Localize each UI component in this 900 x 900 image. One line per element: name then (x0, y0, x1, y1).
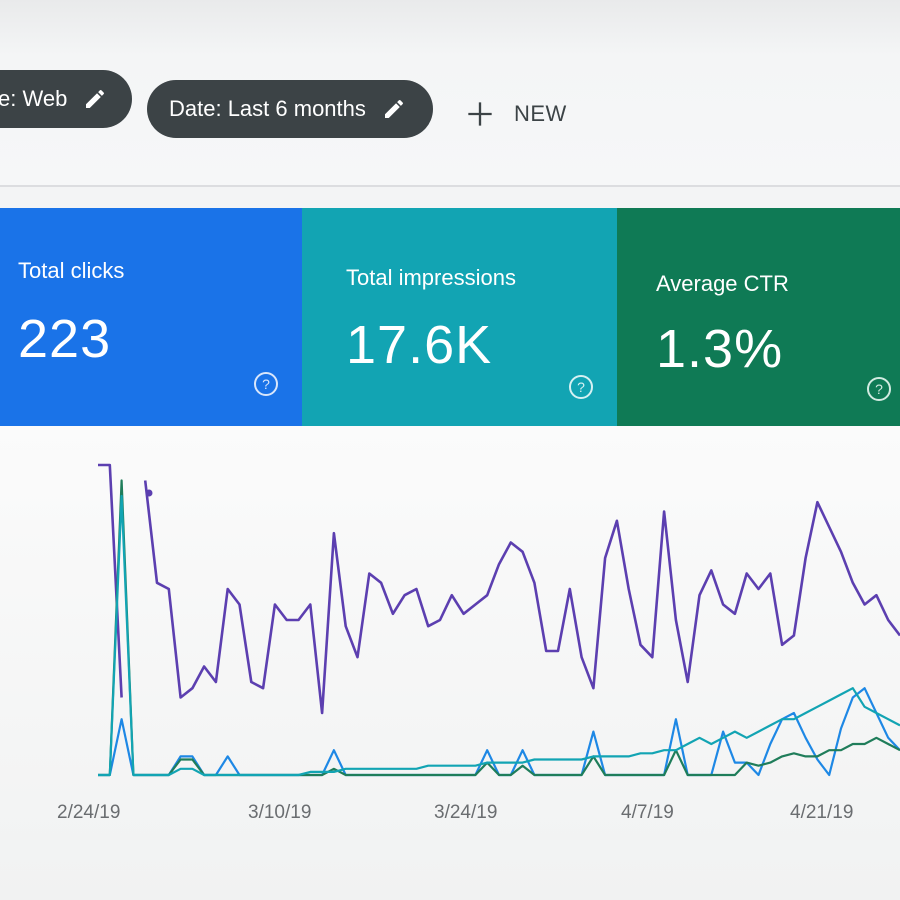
pencil-icon[interactable] (83, 87, 107, 111)
filter-bar: e: Web Date: Last 6 months NEW (0, 0, 900, 187)
series-point (145, 489, 153, 497)
series-line-4 (98, 494, 900, 777)
svg-text:?: ? (577, 379, 585, 395)
svg-text:?: ? (262, 376, 270, 392)
pencil-icon[interactable] (382, 97, 406, 121)
help-circle-icon[interactable]: ? (568, 374, 594, 400)
total-clicks-label: Total clicks (18, 258, 125, 283)
x-tick-label: 2/24/19 (57, 802, 121, 823)
total-impressions-value: 17.6K (346, 315, 493, 375)
new-filter-button[interactable]: NEW (466, 92, 567, 136)
help-circle-icon[interactable]: ? (866, 376, 892, 402)
total-impressions-label: Total impressions (346, 265, 516, 290)
plus-icon (468, 102, 492, 126)
x-tick-label: 3/24/19 (434, 802, 498, 823)
average-ctr-card[interactable]: Average CTR 1.3% ? (617, 208, 900, 426)
search-type-chip[interactable]: e: Web (0, 70, 132, 128)
search-type-chip-label: e: Web (0, 86, 68, 111)
date-range-chip-label: Date: Last 6 months (169, 96, 366, 121)
average-ctr-value: 1.3% (656, 319, 784, 379)
average-ctr-label: Average CTR (656, 271, 789, 296)
series-line-1 (98, 463, 123, 698)
total-clicks-value: 223 (18, 309, 112, 369)
x-tick-label: 4/21/19 (790, 802, 854, 823)
total-clicks-card[interactable]: Total clicks 223 ? (0, 208, 302, 426)
help-circle-icon[interactable]: ? (253, 371, 279, 397)
x-tick-label: 3/10/19 (248, 802, 312, 823)
total-impressions-card[interactable]: Total impressions 17.6K ? (302, 208, 617, 426)
performance-chart-area (0, 426, 900, 900)
date-range-chip[interactable]: Date: Last 6 months (147, 80, 433, 138)
metric-cards: Total clicks 223 ? Total impressions 17.… (0, 208, 900, 426)
svg-text:?: ? (875, 381, 883, 397)
x-tick-label: 4/7/19 (621, 802, 674, 823)
series-line-1 (143, 480, 900, 715)
new-filter-label: NEW (514, 101, 567, 126)
